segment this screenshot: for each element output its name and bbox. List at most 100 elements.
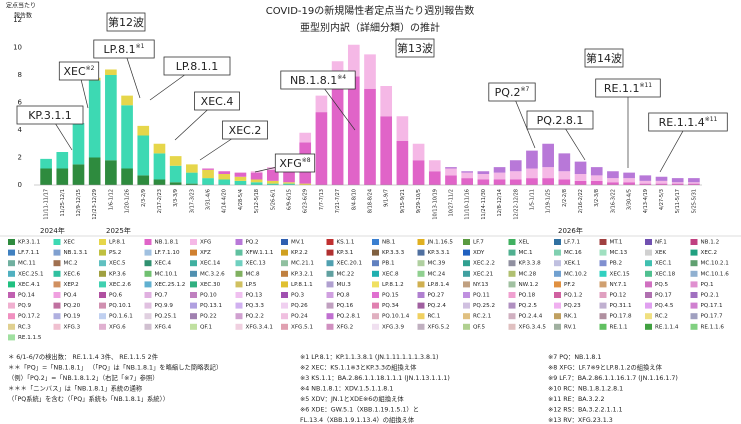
legend-swatch — [599, 270, 607, 277]
annotation-note: ※1 — [136, 43, 145, 50]
legend-label: PQ.25.2 — [473, 303, 495, 309]
annotation: 第14波 — [584, 48, 624, 68]
legend-label: MC.10.2.1 — [701, 261, 730, 267]
legend-label: NB.1.2 — [701, 240, 720, 246]
legend-swatch — [599, 260, 607, 267]
legend-swatch — [8, 313, 15, 320]
footnote: ※5 XDV：JN.1とXDE※6の組換え体 — [300, 394, 404, 403]
legend-label: LF.7.1.10 — [155, 250, 180, 256]
legend-label: LP.5 — [246, 282, 257, 288]
legend-label: LP.8.1.2 — [382, 282, 404, 288]
legend-label: XFG.3.9 — [382, 324, 404, 330]
legend-swatch — [463, 302, 470, 309]
bar-segment — [218, 174, 231, 180]
x-tick-label: 2/3-2/9 — [141, 189, 147, 207]
annotation-note: ※4 — [337, 74, 346, 81]
bar-segment — [526, 150, 538, 169]
legend-swatch — [8, 270, 15, 277]
bar-segment — [315, 95, 328, 113]
legend-swatch — [235, 260, 243, 267]
legend-label: XFG.3 — [64, 324, 81, 330]
bar-segment — [169, 156, 182, 166]
legend-swatch — [235, 292, 243, 298]
year-label: 2025年 — [106, 226, 131, 235]
legend-label: XEC.2.6 — [109, 282, 131, 288]
annotation-box — [280, 70, 356, 90]
legend-swatch — [463, 270, 470, 277]
legend-label: KP.3.1.1 — [18, 240, 41, 246]
bar-segment — [558, 171, 571, 180]
legend-swatch — [53, 323, 61, 330]
bar-segment — [396, 116, 409, 141]
bar-segment — [105, 75, 117, 161]
annotation-box — [222, 120, 268, 140]
legend-label: PQ.1.2 — [564, 293, 582, 299]
legend-swatch — [144, 302, 152, 309]
annotation: XEC.4 — [174, 91, 240, 141]
bar-segment — [461, 171, 474, 173]
legend-label: MC.16 — [564, 250, 582, 256]
legend-label: PQ.20 — [64, 303, 81, 309]
legend-label: PQ.17 — [655, 293, 672, 299]
legend-swatch — [554, 302, 561, 309]
legend-swatch — [554, 313, 561, 320]
legend-swatch — [417, 281, 425, 288]
bar-segment — [266, 180, 279, 184]
legend-swatch — [190, 239, 197, 245]
legend-label: PQ.14 — [18, 293, 35, 299]
legend-label: PQ.17.2 — [18, 314, 40, 320]
legend-swatch — [554, 292, 561, 298]
x-tick-label: 6/23-6/29 — [303, 189, 309, 213]
legend-swatch — [690, 302, 698, 309]
annotation-box — [595, 78, 661, 98]
x-tick-label: 8/4-8/10 — [351, 189, 357, 210]
annotation: 第13波 — [395, 38, 435, 58]
legend-swatch — [463, 239, 470, 245]
y-tick-label: 2 — [18, 154, 22, 162]
legend-label: XFG.4 — [155, 324, 172, 330]
legend-swatch — [53, 239, 61, 245]
bar-segment — [234, 172, 247, 177]
bar-segment — [347, 76, 360, 185]
bar-segment — [526, 168, 538, 179]
bar-segment — [88, 157, 101, 185]
y-axis-label: 定点当たり — [6, 2, 36, 10]
legend-label: XFG.3.4.1 — [246, 324, 274, 330]
annotation: LP.8.1※1 — [93, 39, 155, 99]
annotation-text: 第14波 — [586, 51, 622, 65]
legend-swatch — [372, 239, 379, 245]
x-tick-label: 10/27-11/2 — [448, 189, 454, 216]
x-tick-label: 4/14-4/20 — [222, 189, 228, 213]
legend-swatch — [645, 239, 652, 245]
annotation-label: KP.3.1.1 — [28, 109, 72, 122]
legend-label: XEC.21 — [473, 271, 494, 277]
legend-swatch — [372, 302, 379, 309]
x-tick-label: 5/12-5/18 — [254, 189, 260, 213]
x-tick-label: 12/9-12/15 — [76, 189, 82, 216]
annotation-label: 第14波 — [586, 51, 622, 65]
annotation-text: XEC※2 — [63, 65, 94, 79]
bar-segment — [493, 167, 506, 173]
bar-segment — [542, 167, 554, 179]
bar-segment — [590, 180, 603, 185]
legend-label: MC.10.2 — [564, 271, 587, 277]
bar-segment — [153, 153, 166, 180]
bar-segment — [380, 116, 393, 185]
legend-label: PQ.16 — [337, 303, 354, 309]
x-tick-label: 12/23-12/29 — [92, 189, 98, 220]
legend-label: KP.3.6 — [109, 271, 126, 277]
bar-segment — [671, 182, 684, 184]
year-label: 2026年 — [558, 226, 583, 235]
bar-segment — [105, 69, 117, 75]
legend-label: QF.5 — [473, 324, 485, 330]
bar-segment — [105, 160, 117, 185]
footnote: （例）「PQ.2」=「NB.1.8.1.2」（右記「※7」参照） — [8, 373, 159, 382]
annotation-label: RE.1.1 — [604, 82, 640, 95]
legend-swatch — [690, 270, 698, 277]
legend-label: RC.1 — [428, 314, 441, 320]
legend-swatch — [645, 313, 652, 320]
bar-segment — [607, 171, 619, 179]
bar-segment — [526, 178, 538, 185]
bar-segment — [461, 172, 474, 179]
bar-segment — [396, 141, 409, 185]
